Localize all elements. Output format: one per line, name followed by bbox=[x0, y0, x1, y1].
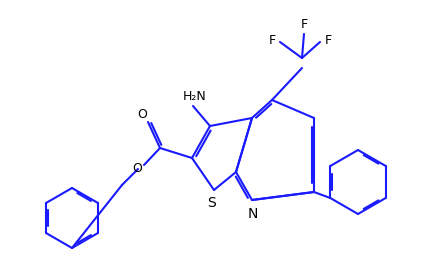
Text: F: F bbox=[325, 33, 332, 46]
Text: O: O bbox=[132, 163, 142, 176]
Text: F: F bbox=[301, 18, 308, 31]
Text: N: N bbox=[248, 207, 258, 221]
Text: H₂N: H₂N bbox=[183, 89, 207, 103]
Text: F: F bbox=[269, 33, 276, 46]
Text: S: S bbox=[208, 196, 216, 210]
Text: O: O bbox=[137, 109, 147, 122]
